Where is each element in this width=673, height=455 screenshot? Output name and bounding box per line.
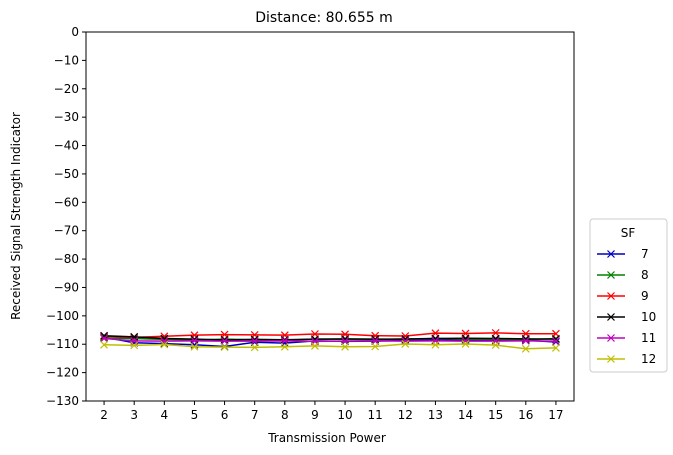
y-tick-label: −80 [54, 252, 79, 266]
x-tick-label: 6 [221, 408, 229, 422]
data-point-sf-11 [220, 337, 229, 346]
data-point-sf-12 [160, 340, 169, 349]
data-point-sf-12 [521, 344, 530, 353]
data-point-sf-8 [521, 335, 530, 344]
legend-box [589, 218, 668, 373]
data-point-sf-12 [371, 342, 380, 351]
x-tick-label: 3 [130, 408, 138, 422]
legend-label: 8 [641, 268, 649, 282]
chart-title: Distance: 80.655 m [255, 10, 392, 26]
data-point-sf-11 [250, 337, 259, 346]
data-point-sf-12 [130, 341, 139, 350]
data-point-sf-10 [220, 336, 229, 344]
legend: SF 7 8 9 10 11 12 [589, 218, 668, 373]
data-point-sf-11 [521, 336, 530, 345]
y-tick-label: −20 [54, 82, 79, 96]
y-tick-label: −40 [54, 139, 79, 153]
legend-label: 11 [641, 331, 656, 345]
x-tick-label: 4 [161, 408, 169, 422]
x-tick-label: 2 [100, 408, 108, 422]
legend-entry-sf-8: 8 [597, 268, 649, 282]
series-line-sf-9 [104, 332, 556, 339]
x-tick-label: 13 [428, 408, 443, 422]
x-tick-label: 12 [398, 408, 413, 422]
data-point-sf-11 [552, 337, 560, 346]
legend-label: 12 [641, 352, 656, 366]
legend-label: 9 [641, 289, 649, 303]
legend-entries: 7 8 9 10 11 12 [597, 247, 656, 366]
y-tick-label: −30 [54, 110, 79, 124]
legend-entry-sf-11: 11 [597, 331, 656, 345]
x-tick-label: 11 [368, 408, 383, 422]
legend-entry-sf-12: 12 [597, 352, 656, 366]
data-point-sf-11 [160, 337, 169, 346]
plot-frame [85, 31, 575, 402]
y-tick-label: −120 [46, 366, 79, 380]
series-line-sf-12 [104, 343, 556, 350]
data-point-sf-12 [311, 342, 319, 350]
data-point-sf-12 [100, 340, 108, 349]
data-point-sf-12 [401, 340, 410, 348]
data-point-sf-9 [491, 328, 500, 337]
x-axis-label: Transmission Power [267, 431, 386, 445]
x-tick-label: 5 [191, 408, 199, 422]
data-point-sf-12 [552, 343, 560, 352]
x-tick-label: 17 [548, 408, 563, 422]
data-point-sf-11 [100, 334, 108, 343]
y-axis: 0 −10 −20 −30 −40 −50 −60 −70 −80 −90 −100 −110 −120… [46, 25, 86, 408]
data-point-sf-11 [371, 336, 380, 345]
y-tick-label: −10 [54, 53, 79, 67]
y-tick-label: −90 [54, 280, 79, 294]
data-point-sf-12 [431, 340, 440, 349]
legend-label: 7 [641, 247, 649, 261]
y-tick-label: −100 [46, 309, 79, 323]
y-tick-label: −70 [54, 224, 79, 238]
legend-entry-sf-10: 10 [597, 310, 656, 324]
x-tick-label: 16 [518, 408, 533, 422]
series-line-sf-11 [104, 337, 556, 343]
data-point-sf-10 [280, 335, 289, 344]
legend-label: 10 [641, 310, 656, 324]
x-tick-label: 14 [458, 408, 473, 422]
legend-entry-sf-9: 9 [597, 289, 649, 303]
y-axis-label: Received Signal Strength Indicator [9, 112, 23, 320]
y-tick-label: −110 [46, 337, 79, 351]
data-point-sf-11 [341, 337, 349, 346]
data-point-sf-12 [461, 340, 470, 348]
data-point-sf-12 [190, 342, 199, 351]
x-tick-label: 8 [281, 408, 289, 422]
legend-entry-sf-7: 7 [597, 247, 649, 261]
series-layer [100, 328, 560, 353]
x-tick-label: 15 [488, 408, 503, 422]
y-tick-label: −60 [54, 195, 79, 209]
data-point-sf-12 [250, 343, 259, 352]
data-point-sf-11 [190, 336, 199, 345]
data-point-sf-12 [491, 341, 500, 350]
data-point-sf-12 [280, 342, 289, 351]
legend-title: SF [621, 226, 636, 240]
x-tick-label: 10 [337, 408, 352, 422]
x-axis: 2 3 4 5 6 7 8 9 10 11 12 13 14 15 16 17 [100, 401, 564, 422]
y-tick-label: 0 [71, 25, 79, 39]
data-point-sf-11 [280, 336, 289, 345]
data-point-sf-12 [341, 342, 349, 351]
x-tick-label: 9 [311, 408, 319, 422]
y-tick-label: −130 [46, 394, 79, 408]
y-tick-label: −50 [54, 167, 79, 181]
series-line-sf-10 [104, 334, 556, 341]
x-tick-label: 7 [251, 408, 259, 422]
data-point-sf-12 [220, 343, 229, 351]
